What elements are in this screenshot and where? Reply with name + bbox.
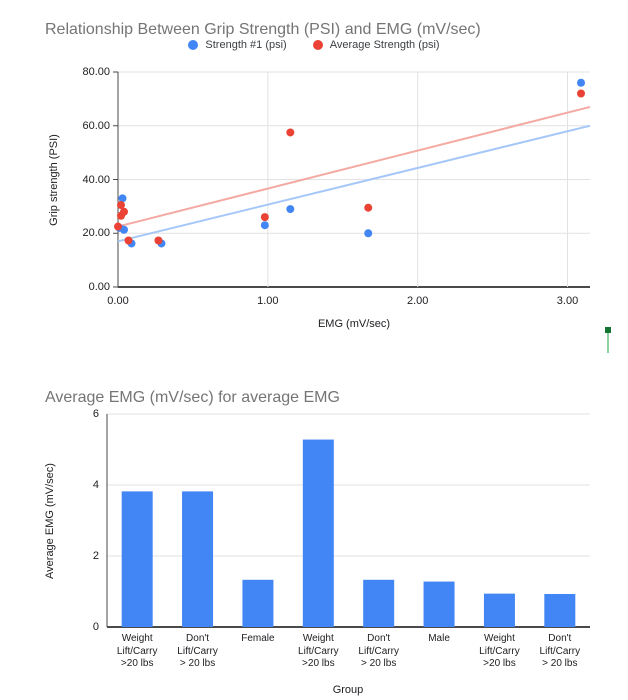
scatter-x-axis-title: EMG (mV/sec) [317, 318, 391, 330]
y-tick-label: 2 [92, 550, 99, 562]
data-point-series-0 [364, 229, 373, 238]
handle-cap-icon [605, 327, 611, 333]
y-tick-label: 40.00 [82, 173, 110, 186]
bar-x-axis-title: Group [332, 684, 364, 696]
bar-category-label: Weight Lift/Carry >20 lbs [116, 633, 158, 669]
bar [242, 579, 274, 627]
legend-item-strength1: Strength #1 (psi) [188, 39, 287, 51]
bar [483, 593, 515, 627]
bar-category-label: Male [428, 633, 450, 644]
legend-label: Strength #1 (psi) [205, 39, 287, 51]
bar-plot-area [106, 413, 590, 628]
data-point-series-0 [286, 205, 295, 214]
x-tick-label: 1.00 [257, 295, 279, 307]
trendline-series-0 [117, 124, 591, 243]
bar-category-label: Female [241, 633, 275, 644]
bar-category-label: Weight Lift/Carry >20 lbs [479, 633, 520, 669]
handle-stem-icon [607, 333, 609, 353]
legend-label: Average Strength (psi) [329, 39, 440, 51]
y-tick-label: 0 [92, 621, 99, 633]
bar [423, 581, 455, 627]
scatter-chart-title: Relationship Between Grip Strength (PSI)… [45, 21, 481, 39]
y-tick-label: 60.00 [82, 119, 110, 132]
x-tick-label: 0.00 [107, 295, 129, 307]
bar [544, 593, 576, 627]
bar-category-label: Weight Lift/Carry >20 lbs [298, 633, 339, 669]
legend-dot-blue-icon [188, 40, 199, 50]
data-point-series-0 [577, 78, 586, 87]
legend-item-average-strength: Average Strength (psi) [312, 39, 440, 51]
chart-selection-handle[interactable] [604, 327, 612, 355]
y-tick-label: 4 [92, 479, 99, 491]
legend-dot-red-icon [312, 40, 323, 50]
y-tick-label: 0.00 [88, 281, 110, 293]
y-tick-label: 6 [92, 408, 99, 420]
bar-category-label: Don't Lift/Carry > 20 lbs [358, 633, 399, 669]
bar-y-axis-title: Average EMG (mV/sec) [44, 463, 56, 579]
data-point-series-0 [119, 225, 128, 234]
scatter-chart: Relationship Between Grip Strength (PSI)… [0, 21, 628, 330]
bar [121, 491, 153, 627]
x-tick-label: 3.00 [556, 295, 579, 307]
bar-chart-title: Average EMG (mV/sec) for average EMG [45, 389, 340, 407]
bar [302, 439, 334, 627]
x-tick-label: 2.00 [406, 295, 429, 307]
data-point-series-0 [260, 221, 269, 230]
data-point-series-1 [116, 211, 125, 220]
bar-chart: Average EMG (mV/sec) for average EMG Ave… [0, 360, 628, 700]
data-point-series-0 [118, 194, 127, 203]
y-tick-label: 80.00 [82, 66, 110, 78]
bar [363, 579, 395, 627]
scatter-plot-area [113, 71, 591, 288]
data-point-series-1 [286, 128, 295, 137]
bar [182, 491, 214, 627]
data-point-series-1 [364, 203, 373, 212]
data-point-series-1 [577, 89, 586, 98]
data-point-series-1 [154, 236, 163, 245]
data-point-series-1 [260, 213, 269, 222]
bar-category-label: Don't Lift/Carry > 20 lbs [177, 633, 218, 669]
data-point-series-1 [114, 222, 122, 231]
data-point-series-1 [116, 201, 125, 210]
data-point-series-1 [124, 236, 133, 245]
y-tick-label: 20.00 [82, 227, 110, 240]
bar-category-label: Don't Lift/Carry > 20 lbs [539, 633, 581, 669]
trendline-series-1 [117, 105, 591, 228]
scatter-legend: Strength #1 (psi) Average Strength (psi) [0, 39, 628, 51]
